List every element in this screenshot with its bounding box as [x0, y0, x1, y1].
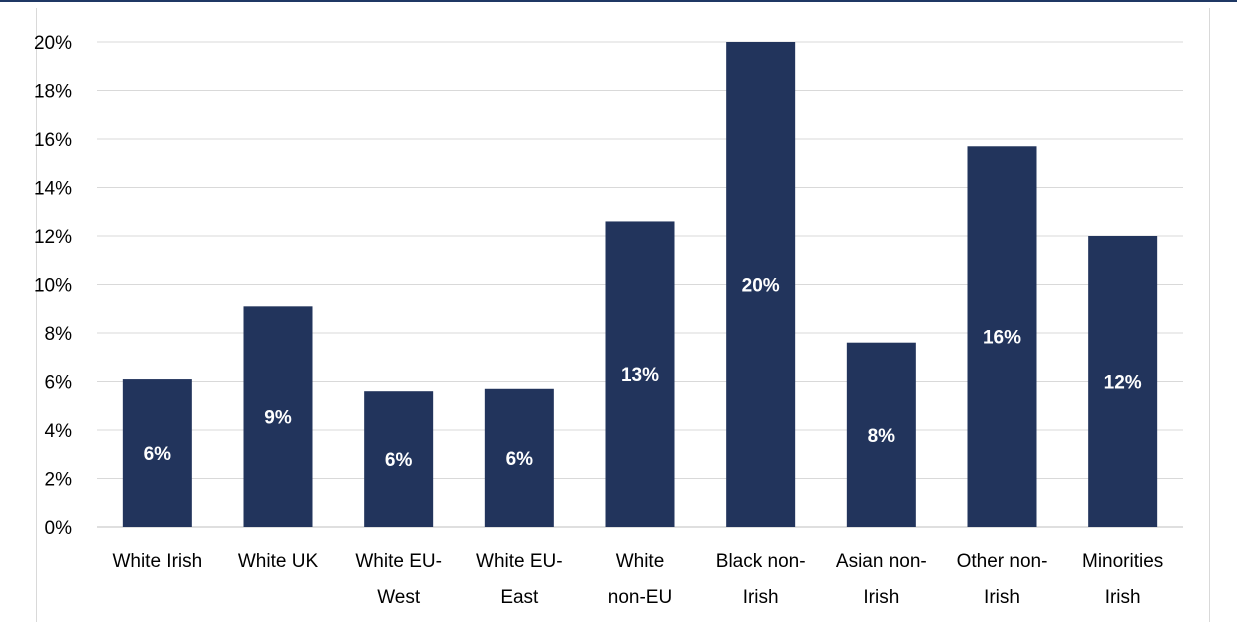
y-tick-label: 0%: [45, 518, 73, 539]
category-label: White: [616, 551, 665, 572]
category-label: Irish: [743, 587, 779, 608]
y-tick-label: 2%: [45, 470, 73, 491]
y-tick-label: 6%: [45, 373, 73, 394]
bars: [122, 42, 1158, 527]
category-label: Irish: [863, 587, 899, 608]
bar: [967, 146, 1037, 527]
bar: [122, 379, 192, 527]
bar-value-label: 13%: [621, 365, 659, 386]
y-tick-label: 16%: [34, 130, 72, 151]
category-label: White UK: [238, 551, 319, 572]
category-label: Asian non-: [836, 551, 927, 572]
bar-value-label: 12%: [1104, 373, 1142, 394]
bar: [846, 342, 916, 527]
bar: [364, 391, 434, 527]
bar: [484, 388, 554, 527]
bar: [1088, 236, 1158, 527]
data-labels: 6% 9% 6% 6% 13% 20% 8% 16% 12%: [144, 276, 1142, 472]
category-label: White EU-: [355, 551, 442, 572]
category-label: White Irish: [112, 551, 202, 572]
top-rule: [0, 0, 1237, 2]
y-tick-label: 12%: [34, 227, 72, 248]
y-tick-label: 14%: [34, 179, 72, 200]
x-axis-categories: White Irish White UK White EU- West White EU…: [112, 551, 1163, 608]
bar: [243, 306, 313, 527]
category-label: Minorities: [1082, 551, 1163, 572]
bar: [605, 221, 675, 527]
y-tick-label: 20%: [34, 33, 72, 54]
category-label: White EU-: [476, 551, 563, 572]
bar-value-label: 9%: [264, 408, 292, 429]
category-label: West: [377, 587, 421, 608]
category-label: East: [500, 587, 539, 608]
bar-value-label: 20%: [742, 276, 780, 297]
y-axis-ticks: 0% 2% 4% 6% 8% 10% 12% 14% 16% 18% 20%: [34, 33, 72, 539]
category-label: Other non-: [957, 551, 1048, 572]
bar-value-label: 6%: [144, 444, 172, 465]
bar-value-label: 6%: [385, 450, 413, 471]
category-label: non-EU: [608, 587, 672, 608]
y-tick-label: 18%: [34, 82, 72, 103]
y-tick-label: 8%: [45, 324, 73, 345]
category-label: Irish: [984, 587, 1020, 608]
chart-frame: [36, 8, 1210, 622]
bar-value-label: 6%: [506, 449, 534, 470]
bar-value-label: 8%: [868, 426, 896, 447]
y-tick-label: 4%: [45, 421, 73, 442]
bar: [726, 42, 796, 527]
y-tick-label: 10%: [34, 276, 72, 297]
bar-value-label: 16%: [983, 328, 1021, 349]
category-label: Irish: [1105, 587, 1141, 608]
category-label: Black non-: [716, 551, 806, 572]
